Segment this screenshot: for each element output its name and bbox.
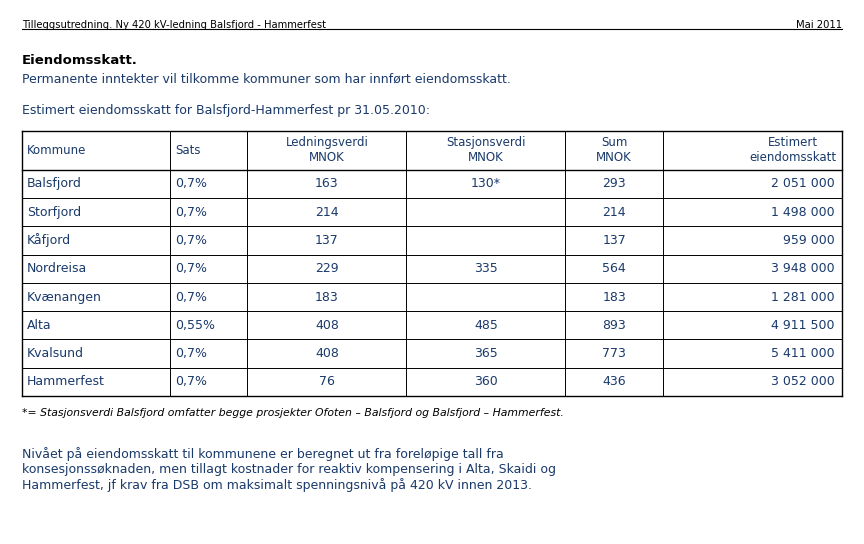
Text: 5 411 000: 5 411 000 <box>771 347 835 360</box>
Text: Tilleggsutredning. Ny 420 kV-ledning Balsfjord - Hammerfest: Tilleggsutredning. Ny 420 kV-ledning Bal… <box>22 20 326 29</box>
Text: Nivået på eiendomsskatt til kommunene er beregnet ut fra foreløpige tall fra
kon: Nivået på eiendomsskatt til kommunene er… <box>22 447 556 492</box>
Text: Kåfjord: Kåfjord <box>27 233 71 248</box>
Text: *= Stasjonsverdi Balsfjord omfatter begge prosjekter Ofoten – Balsfjord og Balsf: *= Stasjonsverdi Balsfjord omfatter begg… <box>22 408 563 418</box>
Text: 0,55%: 0,55% <box>175 319 215 332</box>
Text: 335: 335 <box>474 262 498 275</box>
Text: 893: 893 <box>602 319 626 332</box>
Text: 0,7%: 0,7% <box>175 375 207 388</box>
Text: 959 000: 959 000 <box>783 234 835 247</box>
Text: 3 948 000: 3 948 000 <box>771 262 835 275</box>
Text: Mai 2011: Mai 2011 <box>797 20 842 29</box>
Text: 360: 360 <box>474 375 498 388</box>
Text: Sum
MNOK: Sum MNOK <box>596 136 632 164</box>
Text: 408: 408 <box>314 347 339 360</box>
Text: 365: 365 <box>474 347 498 360</box>
Text: 293: 293 <box>602 177 626 190</box>
Text: 229: 229 <box>315 262 339 275</box>
Text: Ledningsverdi
MNOK: Ledningsverdi MNOK <box>285 136 368 164</box>
Text: 485: 485 <box>474 319 498 332</box>
Text: 0,7%: 0,7% <box>175 206 207 219</box>
Text: 214: 214 <box>315 206 339 219</box>
Text: 0,7%: 0,7% <box>175 347 207 360</box>
Text: 1 498 000: 1 498 000 <box>771 206 835 219</box>
Text: Eiendomsskatt.: Eiendomsskatt. <box>22 54 137 67</box>
Text: Storfjord: Storfjord <box>27 206 81 219</box>
Text: 137: 137 <box>602 234 626 247</box>
Text: Stasjonsverdi
MNOK: Stasjonsverdi MNOK <box>446 136 525 164</box>
Text: Kvænangen: Kvænangen <box>27 290 102 304</box>
Text: Kommune: Kommune <box>27 144 86 157</box>
Text: 0,7%: 0,7% <box>175 262 207 275</box>
Text: Estimert
eiendomsskatt: Estimert eiendomsskatt <box>749 136 836 164</box>
Text: Hammerfest: Hammerfest <box>27 375 105 388</box>
Text: 137: 137 <box>315 234 339 247</box>
Text: 76: 76 <box>319 375 334 388</box>
Text: 2 051 000: 2 051 000 <box>771 177 835 190</box>
Text: 4 911 500: 4 911 500 <box>772 319 835 332</box>
Text: Permanente inntekter vil tilkomme kommuner som har innført eiendomsskatt.: Permanente inntekter vil tilkomme kommun… <box>22 73 511 86</box>
Text: Nordreisa: Nordreisa <box>27 262 87 275</box>
Text: 163: 163 <box>315 177 339 190</box>
Text: 1 281 000: 1 281 000 <box>771 290 835 304</box>
Text: 0,7%: 0,7% <box>175 177 207 190</box>
Text: 408: 408 <box>314 319 339 332</box>
Text: Sats: Sats <box>175 144 201 157</box>
Text: 3 052 000: 3 052 000 <box>771 375 835 388</box>
Text: 214: 214 <box>602 206 626 219</box>
Text: 183: 183 <box>602 290 626 304</box>
Text: 130*: 130* <box>471 177 501 190</box>
Text: 436: 436 <box>602 375 626 388</box>
Text: 0,7%: 0,7% <box>175 290 207 304</box>
Text: Estimert eiendomsskatt for Balsfjord-Hammerfest pr 31.05.2010:: Estimert eiendomsskatt for Balsfjord-Ham… <box>22 104 429 118</box>
Text: 0,7%: 0,7% <box>175 234 207 247</box>
Text: 183: 183 <box>315 290 339 304</box>
Text: Balsfjord: Balsfjord <box>27 177 82 190</box>
Text: Alta: Alta <box>27 319 52 332</box>
Text: Kvalsund: Kvalsund <box>27 347 84 360</box>
Text: 773: 773 <box>602 347 626 360</box>
Text: 564: 564 <box>602 262 626 275</box>
